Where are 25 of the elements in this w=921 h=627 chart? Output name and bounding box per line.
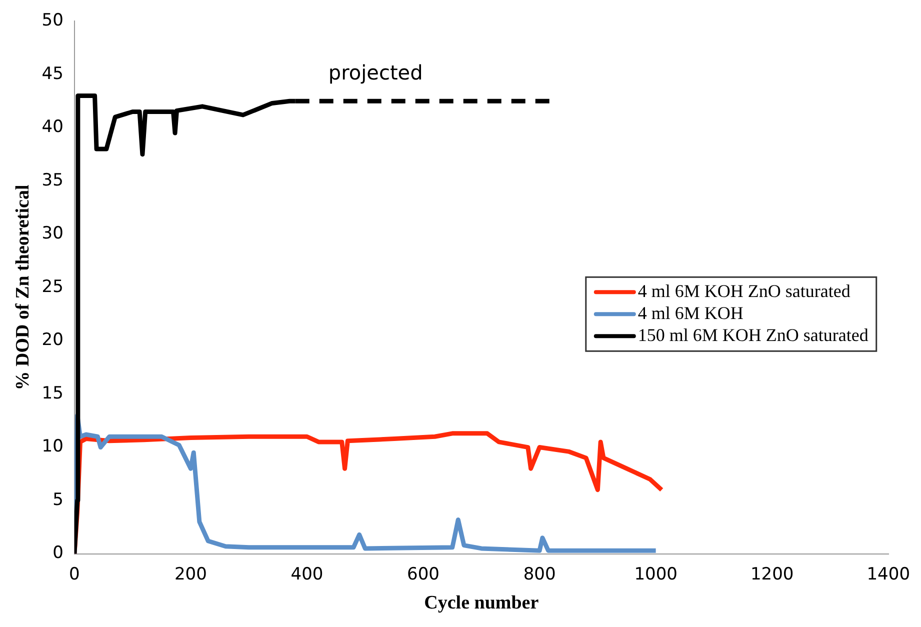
y-tick-label: 40 <box>42 117 64 138</box>
x-tick-label: 400 <box>290 564 324 584</box>
y-tick-label: 45 <box>42 64 64 84</box>
x-tick-label: 1200 <box>750 564 794 584</box>
y-tick-label: 20 <box>42 330 64 350</box>
y-tick-label: 35 <box>42 170 64 190</box>
y-tick-label: 50 <box>42 10 64 31</box>
x-tick-label: 1400 <box>866 564 910 584</box>
legend-label: 4 ml 6M KOH ZnO saturated <box>638 280 850 301</box>
legend-label: 4 ml 6M KOH <box>638 302 744 323</box>
y-tick-label: 0 <box>52 543 64 564</box>
x-tick-label: 800 <box>523 564 556 584</box>
y-axis-title: % DOD of Zn theoretical <box>12 184 34 390</box>
y-tick-label: 30 <box>42 224 64 244</box>
y-tick-label: 10 <box>42 436 64 457</box>
x-tick-label: 0 <box>69 564 80 584</box>
annotation: projected <box>328 60 423 85</box>
y-tick-label: 15 <box>42 383 64 404</box>
x-tick-label: 600 <box>407 564 440 584</box>
x-axis-title: Cycle number <box>424 592 540 614</box>
y-tick-label: 5 <box>52 490 64 510</box>
x-tick-label: 1000 <box>634 564 678 584</box>
x-tick-label: 200 <box>174 564 207 584</box>
legend-label: 150 ml 6M KOH ZnO saturated <box>638 324 868 345</box>
y-tick-label: 25 <box>42 276 64 297</box>
